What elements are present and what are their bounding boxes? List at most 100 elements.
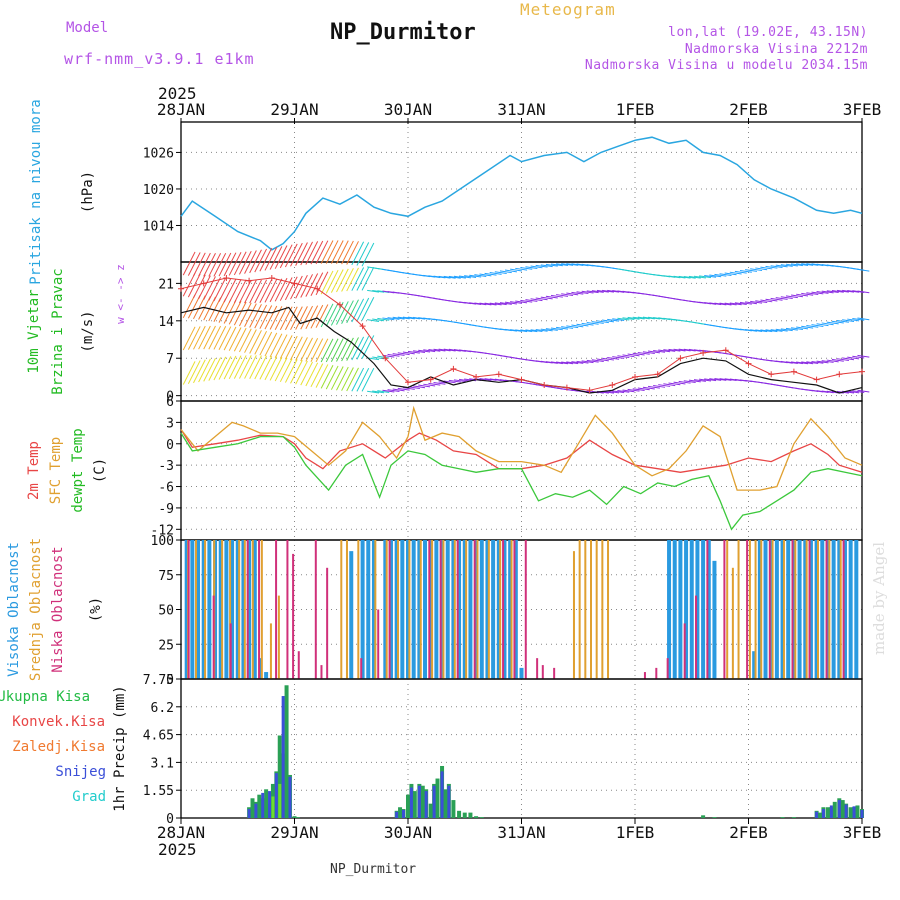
precip-bar xyxy=(479,817,484,818)
series-line-dewpt-temp xyxy=(180,432,863,531)
wind-barb xyxy=(290,242,303,267)
wind-barb xyxy=(233,279,247,304)
wind-barb xyxy=(279,306,293,331)
wind-barb xyxy=(515,267,528,271)
cloud-bar-mid xyxy=(238,540,241,679)
wind-barb xyxy=(320,364,334,389)
cloud-bar-high xyxy=(479,540,484,679)
cloud-bar-low xyxy=(212,595,215,679)
precip-bar xyxy=(281,696,285,818)
cloud-bar-mid xyxy=(754,540,757,679)
wind-barb xyxy=(790,361,804,365)
wind-barb xyxy=(571,291,584,295)
cloud-bar-low xyxy=(825,540,828,679)
precip-bar xyxy=(284,685,289,818)
wind-barb xyxy=(489,272,502,275)
wind-barb xyxy=(831,320,844,324)
cloud-bar-high xyxy=(417,540,422,679)
cloud-bar-high xyxy=(252,540,257,679)
precip-bar xyxy=(468,812,473,818)
wind-barb xyxy=(581,322,594,326)
wind-barb xyxy=(770,297,783,301)
gust-marker xyxy=(609,381,616,388)
wind-barb xyxy=(545,295,558,299)
wind-barb xyxy=(305,362,319,387)
cloud-bar-low xyxy=(229,623,232,679)
wind-barb xyxy=(714,378,727,381)
location-coords: lon,lat (19.02E, 43.15N) xyxy=(668,25,868,40)
gust-marker xyxy=(745,360,752,367)
cloud-bar-high xyxy=(695,540,700,679)
precip-bar xyxy=(848,807,853,818)
wind-barb xyxy=(479,378,492,381)
wind-barb xyxy=(259,247,273,272)
wind-barb xyxy=(693,379,706,382)
cloud-bar-high xyxy=(366,540,371,679)
wind-barb xyxy=(336,240,349,265)
cloud-bar-high xyxy=(814,540,819,679)
wind-barb xyxy=(704,378,717,382)
wind-barb xyxy=(484,302,497,306)
precip-bar xyxy=(844,804,848,818)
precip-bar xyxy=(440,771,444,818)
wind-barb xyxy=(218,252,232,277)
wind-barb xyxy=(586,359,599,363)
wind-barb xyxy=(520,299,533,303)
wind-barb xyxy=(688,379,701,383)
cloud-bar-mid xyxy=(221,540,224,679)
wind-barb xyxy=(233,355,247,379)
wind-barb xyxy=(459,275,472,279)
wind-barb xyxy=(734,302,747,306)
wind-barb xyxy=(806,361,819,365)
wind-barb xyxy=(367,319,380,322)
wind-barb xyxy=(755,329,768,333)
wind-barb xyxy=(249,304,262,328)
wind-barb xyxy=(663,349,676,352)
wind-barb xyxy=(683,380,696,384)
wind-barb xyxy=(515,329,528,333)
cloud-bar-mid xyxy=(260,540,263,679)
wind-barb xyxy=(831,358,844,362)
wind-barb xyxy=(826,390,839,394)
wind-barb xyxy=(382,354,395,358)
precip-bar xyxy=(428,803,433,818)
wind-barb xyxy=(279,335,293,359)
precip-bar xyxy=(401,809,405,818)
cloud-bar-high xyxy=(360,540,365,679)
cloud-bar-low xyxy=(187,540,190,679)
y-tick-label: 7 xyxy=(166,352,174,367)
wind-barb xyxy=(566,263,579,266)
cloud-bar-low xyxy=(326,567,329,679)
wind-barb xyxy=(739,301,752,305)
wind-barb xyxy=(392,388,405,392)
cloud-bar-high xyxy=(406,540,410,679)
gust-marker xyxy=(473,373,480,380)
wind-barb xyxy=(193,274,206,299)
cloud-bar-mid xyxy=(195,540,198,679)
wind-barb xyxy=(530,265,543,269)
cloud-bar-high xyxy=(230,540,235,679)
wind-barb xyxy=(228,355,242,380)
wind-barb xyxy=(581,290,594,294)
wind-barb xyxy=(320,240,334,264)
cloud-bar-mid xyxy=(204,540,207,679)
date-label-bottom: 1FEB xyxy=(616,823,655,842)
wind-barb xyxy=(223,252,237,277)
gust-marker xyxy=(246,277,253,284)
wind-barb xyxy=(632,388,645,392)
wind-barb xyxy=(187,360,201,384)
wind-barb xyxy=(341,367,354,391)
cloud-bar-high xyxy=(434,540,439,679)
cloud-bar-high xyxy=(411,540,416,679)
wind-barb xyxy=(821,390,834,394)
cloud-bar-mid xyxy=(782,540,785,679)
cloud-bar-low xyxy=(258,540,261,679)
cloud-bar-high xyxy=(247,540,252,679)
wind-barb xyxy=(826,359,839,363)
wind-barb xyxy=(704,274,717,278)
wind-barb xyxy=(346,241,359,265)
wind-barb xyxy=(300,305,313,330)
wind-barb xyxy=(193,252,206,277)
y-tick-label: 6 xyxy=(166,395,174,410)
cloud-bar-mid xyxy=(584,540,587,679)
